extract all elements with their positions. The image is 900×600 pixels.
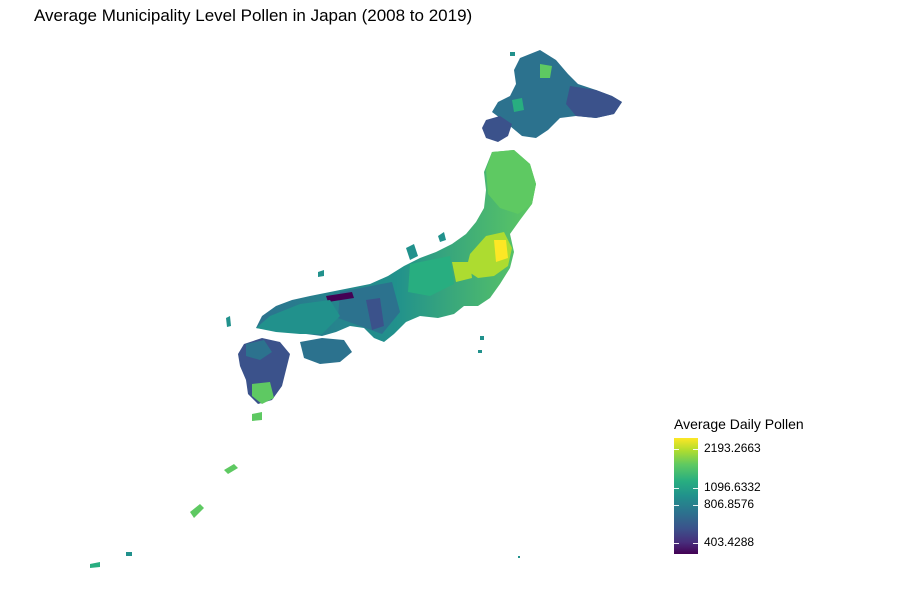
- legend-tick-mark: [674, 504, 679, 506]
- hokkaido-north-patch: [540, 64, 552, 78]
- outlying-islands: [90, 52, 520, 568]
- hokkaido-southwest-zone: [482, 116, 512, 142]
- yakushima-island: [252, 412, 262, 421]
- legend-tick-mark: [693, 487, 698, 489]
- legend-tick-mark: [693, 542, 698, 544]
- hokkaido-east-zone: [566, 86, 622, 118]
- legend-tick-mark: [674, 449, 679, 451]
- oki-islands: [318, 270, 324, 277]
- amami-island: [224, 464, 238, 474]
- bonin-island: [518, 556, 520, 558]
- noto-peninsula: [406, 244, 418, 260]
- legend-tick-label: 806.8576: [704, 496, 755, 511]
- hokkaido-region: [482, 50, 622, 142]
- map-title: Average Municipality Level Pollen in Jap…: [34, 6, 473, 25]
- legend-colorbar: [674, 438, 698, 554]
- kyushu-north-zone: [246, 340, 272, 360]
- sakishima-island-2: [126, 552, 132, 556]
- chubu-high-zone: [452, 262, 472, 282]
- legend-tick-label: 1096.6332: [704, 479, 761, 494]
- sakishima-island-1: [90, 562, 100, 568]
- shikoku-island: [300, 338, 352, 364]
- legend-tick-mark: [674, 487, 679, 489]
- legend-tick-mark: [693, 504, 698, 506]
- hokkaido-west-patch: [512, 98, 524, 112]
- legend: Average Daily Pollen 2193.2663 1096.6332 8…: [674, 416, 874, 566]
- legend-tick-mark: [693, 449, 698, 451]
- legend-title: Average Daily Pollen: [674, 416, 804, 432]
- honshu-shape: [256, 150, 536, 342]
- tohoku-zone: [486, 150, 536, 214]
- legend-tick-label: 2193.2663: [704, 441, 761, 456]
- legend-tick-label: 403.4288: [704, 534, 755, 549]
- rishiri-island: [510, 52, 515, 56]
- sado-island: [438, 232, 446, 242]
- chugoku-zone: [256, 300, 340, 334]
- kanto-peak-zone: [494, 240, 508, 262]
- kinki-low-zone: [366, 298, 384, 330]
- honshu-region: [256, 150, 536, 342]
- tsushima-island: [226, 316, 231, 327]
- kyushu-south-zone: [252, 382, 274, 404]
- izu-island-1: [480, 336, 484, 340]
- kyushu-region: [238, 338, 290, 404]
- sea-of-japan-coast-zone: [326, 292, 354, 302]
- chubu-mid-zone: [408, 256, 454, 296]
- okinawa-island: [190, 504, 204, 518]
- legend-tick-mark: [674, 542, 679, 544]
- izu-island-2: [478, 350, 482, 353]
